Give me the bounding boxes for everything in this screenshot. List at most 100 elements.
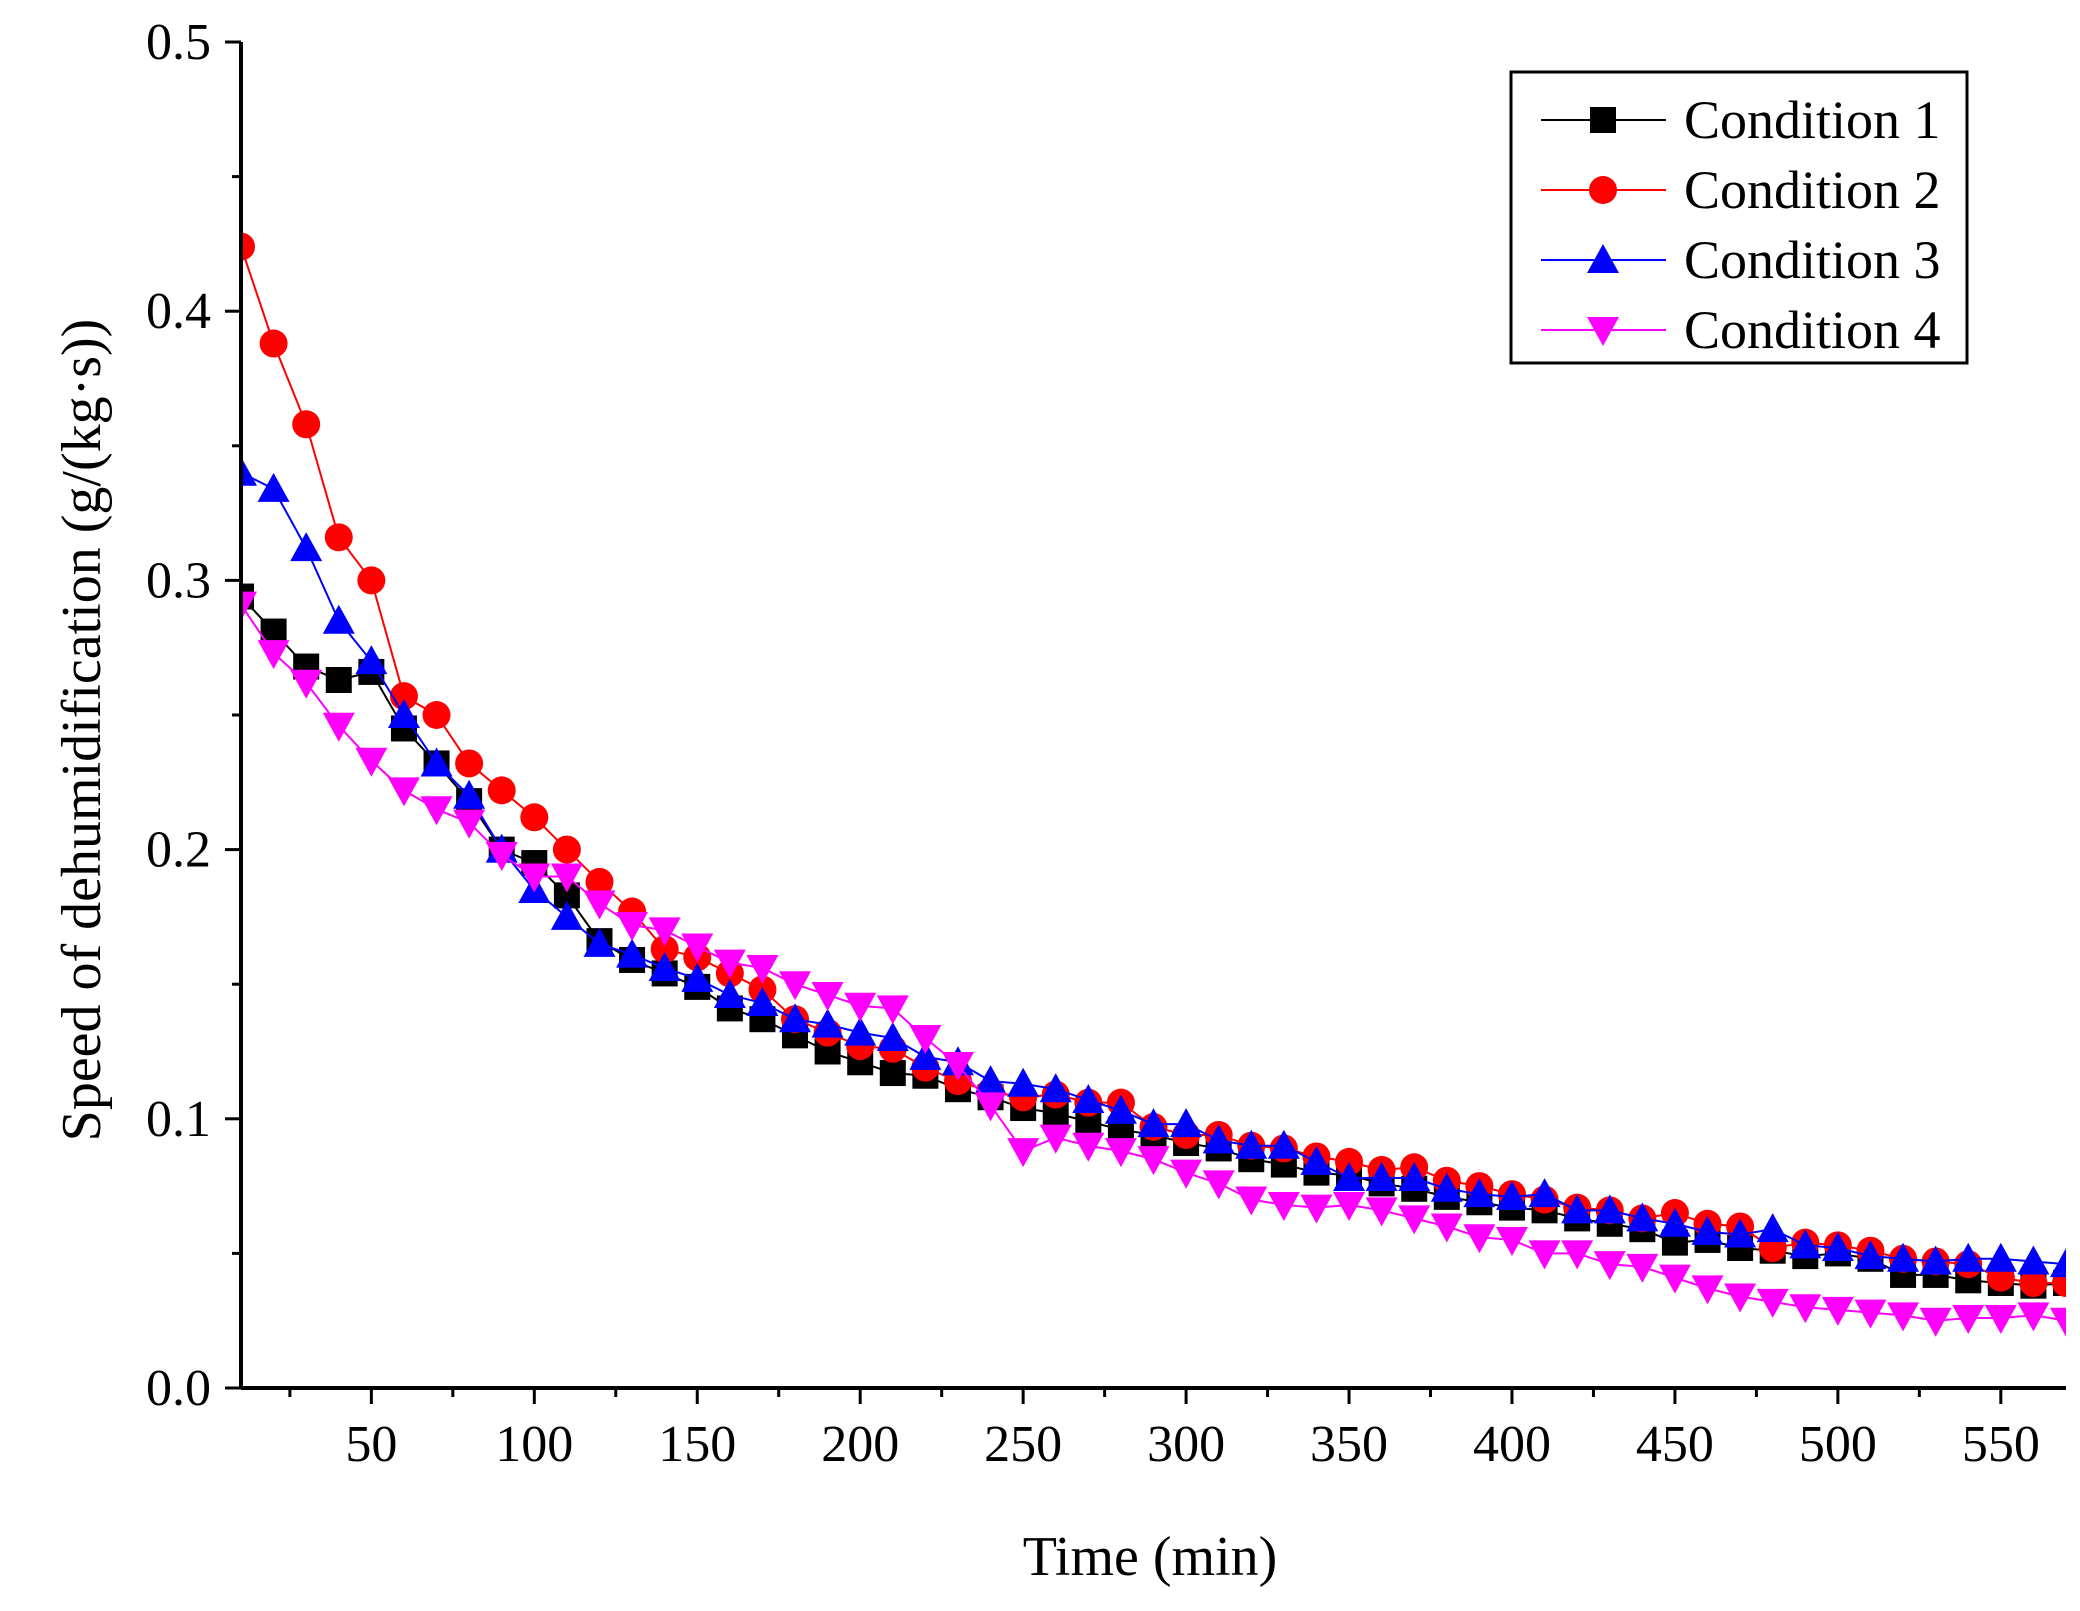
data-point xyxy=(909,1040,942,1070)
data-point xyxy=(1495,1226,1528,1256)
data-point xyxy=(1724,1218,1757,1248)
data-point xyxy=(1398,1162,1431,1192)
data-point xyxy=(1984,1242,2017,1272)
data-point xyxy=(1463,1178,1496,1208)
axes-layer: 0.0 0.1 0.2 0.3 0.4 0.5 50 100 150 200 250 300 350 40… xyxy=(146,14,2066,1473)
data-point xyxy=(241,232,255,261)
data-point xyxy=(257,472,290,502)
data-point xyxy=(1756,1213,1789,1243)
data-point xyxy=(485,841,518,871)
data-point xyxy=(325,667,352,694)
data-point xyxy=(876,995,909,1025)
data-point xyxy=(1887,1242,1920,1272)
data-point xyxy=(1333,1191,1366,1221)
data-point xyxy=(583,890,616,920)
data-point xyxy=(1952,1305,1985,1335)
data-point xyxy=(1039,1073,1072,1103)
data-point xyxy=(455,749,484,778)
data-point xyxy=(1170,1159,1203,1189)
data-point xyxy=(1658,1207,1691,1237)
y-tick-label: 0.1 xyxy=(146,1091,211,1148)
data-point xyxy=(453,779,486,809)
data-point xyxy=(1528,1240,1561,1270)
data-point xyxy=(1561,1240,1594,1270)
data-point xyxy=(974,1092,1007,1122)
data-point xyxy=(1007,1067,1040,1097)
legend: Condition 1 Condition 2 Condition 3 Conditi… xyxy=(1509,70,1969,365)
data-point xyxy=(844,1016,877,1046)
data-point xyxy=(1235,1129,1268,1159)
data-point xyxy=(324,523,353,552)
x-tick-label: 50 xyxy=(345,1416,397,1473)
legend-entry: Condition 3 xyxy=(1541,230,1941,290)
data-point xyxy=(1919,1245,1952,1275)
data-point xyxy=(1072,1132,1105,1162)
data-point xyxy=(1854,1299,1887,1329)
data-point xyxy=(1887,1302,1920,1332)
x-axis-title: Time (min) xyxy=(1023,1526,1278,1588)
data-point xyxy=(1267,1191,1300,1221)
legend-label: Condition 4 xyxy=(1684,300,1941,360)
data-point xyxy=(844,992,877,1022)
data-point xyxy=(357,566,386,595)
data-point xyxy=(1626,1253,1659,1283)
data-point xyxy=(259,329,288,358)
data-point xyxy=(1821,1232,1854,1262)
x-tick-label: 450 xyxy=(1636,1416,1714,1473)
x-tick-label: 500 xyxy=(1799,1416,1877,1473)
data-point xyxy=(1007,1138,1040,1168)
legend-label: Condition 2 xyxy=(1684,160,1941,220)
data-point xyxy=(713,978,746,1008)
data-point xyxy=(292,410,321,439)
data-point xyxy=(974,1065,1007,1095)
data-point xyxy=(1919,1307,1952,1337)
data-point xyxy=(648,917,681,947)
data-point xyxy=(1691,1215,1724,1245)
legend-entry: Condition 1 xyxy=(1541,90,1941,150)
data-point xyxy=(453,809,486,839)
data-point xyxy=(1789,1294,1822,1324)
legend-marker xyxy=(1589,176,1617,204)
data-point xyxy=(1235,1186,1268,1216)
x-tick-label: 550 xyxy=(1962,1416,2040,1473)
data-point xyxy=(681,933,714,963)
data-point xyxy=(1300,1194,1333,1224)
data-point xyxy=(879,1060,906,1087)
data-point xyxy=(2050,1307,2066,1337)
data-point xyxy=(1137,1108,1170,1138)
data-point xyxy=(1854,1240,1887,1270)
data-point xyxy=(487,776,516,805)
data-point xyxy=(1072,1083,1105,1113)
legend-entry: Condition 4 xyxy=(1541,300,1941,360)
data-point xyxy=(1335,1147,1364,1176)
data-point xyxy=(1724,1283,1757,1313)
y-tick-label: 0.2 xyxy=(146,822,211,879)
x-tick-label: 100 xyxy=(495,1416,573,1473)
data-point xyxy=(1202,1124,1235,1154)
data-point xyxy=(1104,1094,1137,1124)
data-point xyxy=(1789,1229,1822,1259)
legend-marker xyxy=(1587,244,1619,273)
y-tick-label: 0.3 xyxy=(146,552,211,609)
data-point xyxy=(1658,1264,1691,1294)
data-point xyxy=(1365,1162,1398,1192)
data-point xyxy=(422,701,451,729)
data-point xyxy=(241,591,257,621)
data-point xyxy=(420,747,453,777)
y-tick-label: 0.0 xyxy=(146,1360,211,1417)
data-point xyxy=(941,1051,974,1081)
data-point xyxy=(1756,1288,1789,1318)
data-point xyxy=(1495,1180,1528,1210)
data-point xyxy=(909,1025,942,1055)
data-point xyxy=(257,640,290,670)
data-point xyxy=(290,669,323,699)
data-point xyxy=(518,863,551,893)
data-point xyxy=(1202,1170,1235,1200)
y-tick-label: 0.4 xyxy=(146,283,211,340)
data-point xyxy=(387,699,420,728)
data-point xyxy=(1593,1194,1626,1224)
data-point xyxy=(2017,1302,2050,1332)
legend-marker xyxy=(1587,317,1619,346)
data-point xyxy=(2019,1269,2048,1298)
data-point xyxy=(322,712,355,742)
